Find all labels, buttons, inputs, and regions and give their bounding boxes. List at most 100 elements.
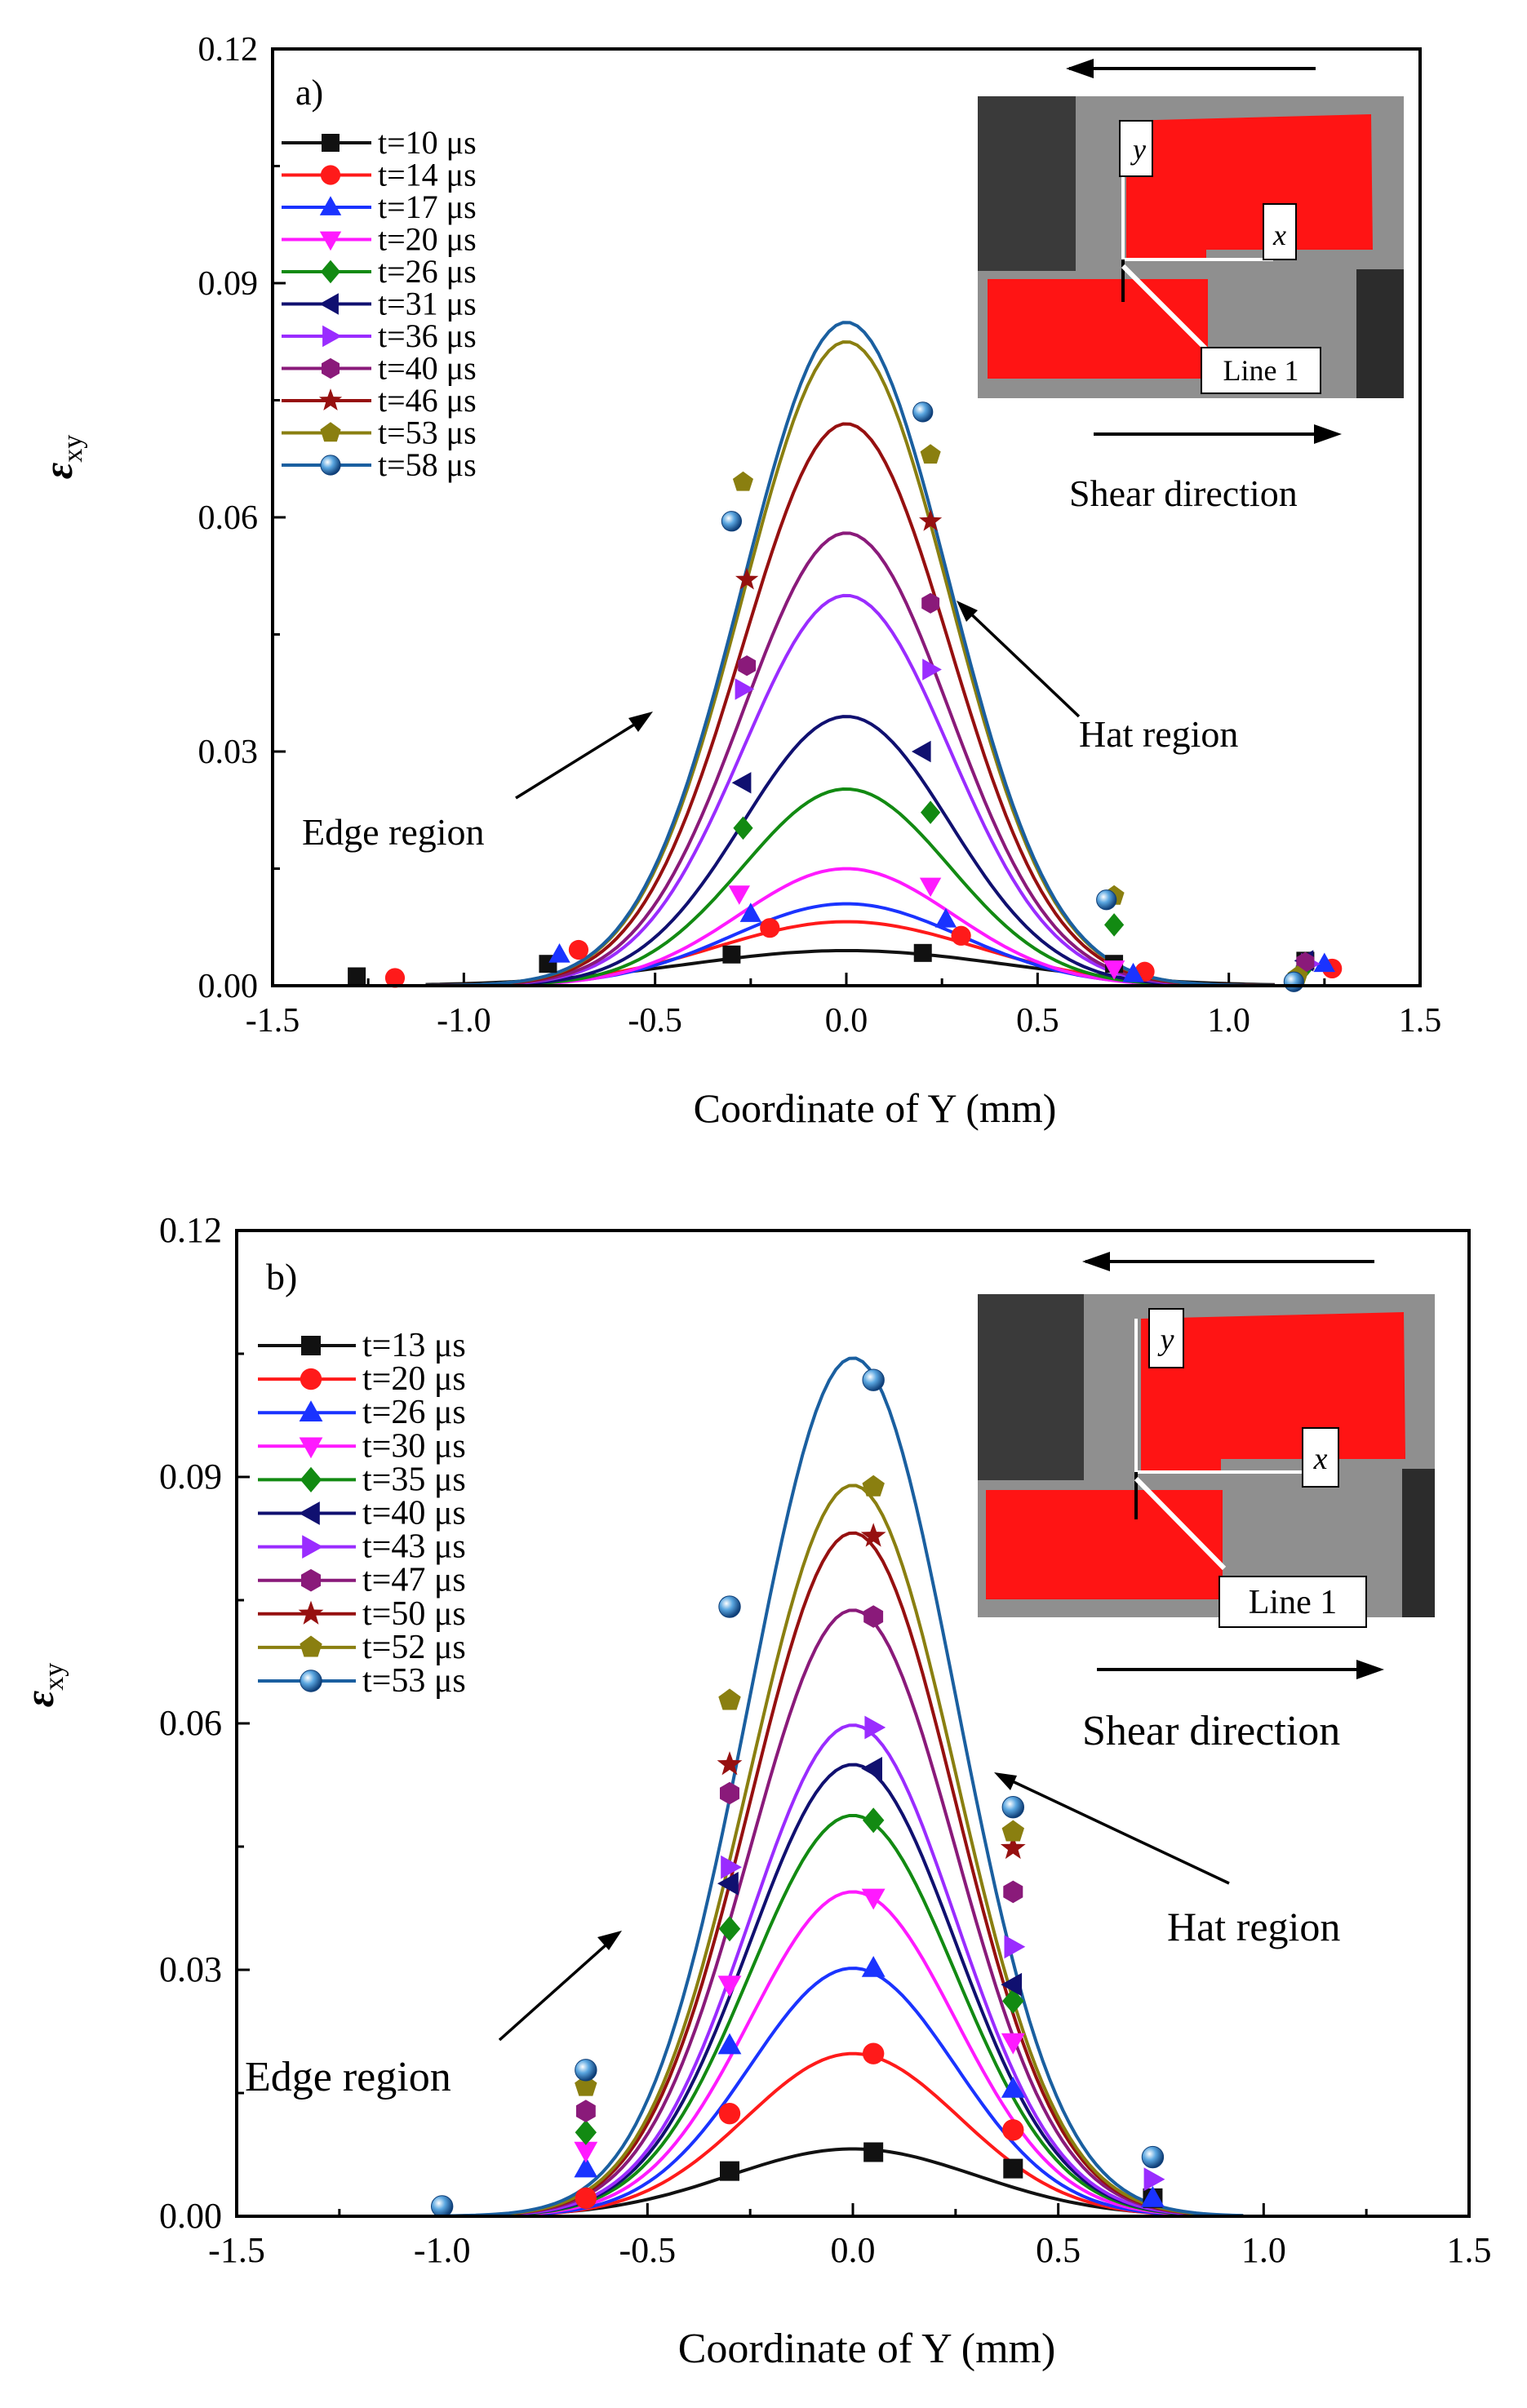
data-point-s11-5 (1001, 1795, 1025, 1819)
data-point-s4-1 (574, 2141, 598, 2163)
data-point-s4-3 (861, 1888, 886, 1910)
y-axis-title-sub: xy (39, 1663, 69, 1691)
data-point-s11-4 (862, 1368, 885, 1391)
inset-red-hat (1126, 114, 1373, 261)
data-point-s11-1 (430, 2195, 454, 2218)
y-tick-label: 0.03 (198, 734, 259, 771)
data-point-s2-2 (718, 2102, 741, 2125)
x-axis-title: Coordinate of Y (mm) (694, 1085, 1057, 1131)
data-point-s3-5 (1313, 952, 1335, 973)
legend: t=13 μst=20 μst=26 μst=30 μst=35 μst=40 … (258, 1327, 466, 1700)
data-point-s3-4 (1122, 962, 1144, 982)
data-point-s10-4 (1001, 1820, 1024, 1842)
legend-label: t=10 μs (378, 124, 477, 161)
data-point-s3-3 (934, 907, 957, 928)
legend-marker (320, 259, 341, 284)
data-point-s10-2 (920, 444, 941, 464)
data-point-s6-1 (717, 1871, 739, 1896)
plot-frame (271, 47, 1422, 987)
y-axis-title: εxy (16, 1663, 69, 1708)
data-point-s10-1 (732, 471, 753, 491)
data-point-s2-4 (1002, 2119, 1024, 2141)
data-point-s5-2 (921, 800, 941, 824)
data-point-s11-4 (1283, 971, 1304, 992)
series-line-5 (442, 1814, 1244, 2218)
panel-label: a) (295, 73, 323, 113)
data-point-s2-3 (862, 2042, 885, 2064)
data-point-s5-1 (575, 2119, 597, 2145)
data-point-s7-3 (1004, 1935, 1026, 1959)
data-point-s7-2 (922, 659, 942, 681)
series-line-6 (425, 715, 1275, 987)
y-tick-label: 0.09 (159, 1457, 222, 1497)
data-point-s11-2 (912, 401, 934, 423)
x-tick-label: -1.5 (208, 2230, 265, 2270)
legend-label: t=20 μs (362, 1360, 466, 1398)
svg-text:εxy: εxy (16, 1663, 69, 1708)
shear-direction-annotation: Shear direction (1066, 59, 1342, 514)
inset-y-label: y (1157, 1323, 1174, 1357)
x-tick-label: 0.0 (825, 1002, 868, 1040)
chart-panel-a: εxy -1.5 -1.0 -0.5 0.0 0.5 1.0 1.50.000.030.06… (35, 31, 1441, 1131)
y-tick-label: 0.03 (159, 1949, 222, 1989)
y-tick-label: 0.09 (198, 265, 259, 303)
data-point-s8-1 (575, 2100, 596, 2122)
data-point-s1-3 (1003, 2158, 1023, 2179)
series-line-11 (425, 321, 1275, 987)
legend-label: t=13 μs (362, 1327, 466, 1364)
legend-label: t=26 μs (378, 253, 477, 290)
data-point-s7-4 (1143, 2167, 1165, 2192)
x-tick-label: -0.5 (628, 1002, 682, 1040)
data-point-s2-1 (575, 2187, 597, 2210)
legend-label: t=53 μs (378, 415, 477, 451)
legend-marker (319, 196, 342, 215)
series-line-10 (425, 340, 1275, 987)
specimen-inset: y x Line 1 (978, 1294, 1435, 1628)
y-axis-title-symbol: ε (35, 462, 81, 479)
data-point-s7-1 (735, 678, 755, 700)
legend-marker (299, 1400, 323, 1421)
data-point-s10-2 (718, 1688, 741, 1710)
legend-marker (299, 1501, 320, 1525)
y-axis-title-sub: xy (58, 435, 88, 463)
data-point-s6-2 (861, 1757, 882, 1781)
x-tick-label: 1.5 (1399, 1002, 1442, 1040)
legend-marker (300, 1466, 322, 1492)
legend-label: t=35 μs (362, 1461, 466, 1498)
edge-region-label: Edge region (245, 2054, 451, 2100)
data-point-s4-4 (1001, 2033, 1025, 2055)
inset-y-label: y (1130, 133, 1146, 166)
data-point-s11-3 (1096, 889, 1117, 911)
x-tick-label: 0.5 (1036, 2230, 1081, 2270)
x-tick-label: -0.5 (619, 2230, 677, 2270)
x-tick-label: 0.5 (1016, 1002, 1059, 1040)
data-point-s11-1 (721, 511, 743, 532)
inset-dark-block (978, 1294, 1084, 1480)
inset-red-edge (986, 1490, 1223, 1599)
data-point-s4-2 (919, 877, 942, 898)
legend-label: t=52 μs (362, 1629, 466, 1666)
y-axis-title-symbol: ε (16, 1690, 62, 1707)
inset-line1-label: Line 1 (1223, 354, 1299, 387)
legend: t=10 μst=14 μst=17 μst=20 μst=26 μst=31 … (282, 124, 477, 483)
data-point-s6-2 (912, 740, 931, 763)
axis-ticks: -1.5 -1.0 -0.5 0.0 0.5 1.0 1.5 0.00 0.03 0.06 0.09… (159, 1210, 1492, 2270)
x-tick-label: 1.0 (1207, 1002, 1250, 1040)
legend-label: t=36 μs (378, 317, 477, 354)
series-line-3 (442, 1967, 1244, 2218)
data-point-s9-2 (919, 508, 943, 531)
data-point-s8-1 (738, 655, 757, 676)
legend-marker (301, 1336, 321, 1355)
data-point-s3-5 (1141, 2185, 1165, 2207)
legend-label: t=30 μs (362, 1427, 466, 1465)
data-point-s9-1 (735, 567, 759, 590)
legend-marker (300, 1670, 322, 1692)
y-tick-label: 0.00 (159, 2196, 222, 2236)
data-point-s11-6 (1141, 2145, 1165, 2169)
legend-marker (320, 455, 341, 476)
data-point-s6-1 (731, 772, 752, 794)
data-point-s11-2 (575, 2059, 597, 2082)
legend-label: t=20 μs (378, 221, 477, 258)
edge-region-annotation: Edge region (302, 712, 653, 853)
